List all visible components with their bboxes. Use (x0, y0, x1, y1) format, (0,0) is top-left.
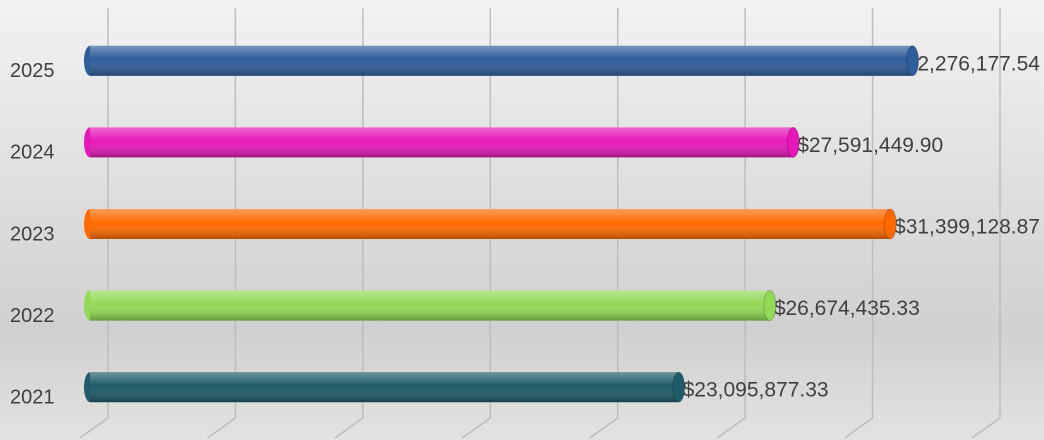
data-label: $23,095,877.33 (683, 379, 829, 402)
y-tick-label: 2025 (10, 60, 55, 82)
y-tick-label: 2021 (10, 386, 55, 408)
bar-cap (883, 208, 897, 240)
data-label: $27,591,449.90 (797, 134, 943, 157)
bar-shade (90, 372, 679, 403)
grid-line (971, 8, 1001, 439)
y-tick-label: 2022 (10, 305, 55, 327)
bar-cap (672, 371, 686, 403)
bar-cap (786, 126, 800, 158)
bar-cap (763, 290, 777, 322)
bar-shade (90, 290, 770, 321)
data-label: $32,276,177.54 (894, 52, 1040, 75)
bar-shade (90, 45, 913, 76)
bar-shade (90, 127, 794, 158)
bar-shade (90, 209, 891, 239)
data-label: $31,399,128.87 (894, 216, 1040, 239)
y-tick-label: 2023 (10, 223, 55, 245)
data-label: $26,674,435.33 (774, 297, 920, 320)
bar-cap (906, 45, 920, 77)
y-tick-label: 2024 (10, 142, 55, 164)
grid-line (844, 8, 874, 439)
